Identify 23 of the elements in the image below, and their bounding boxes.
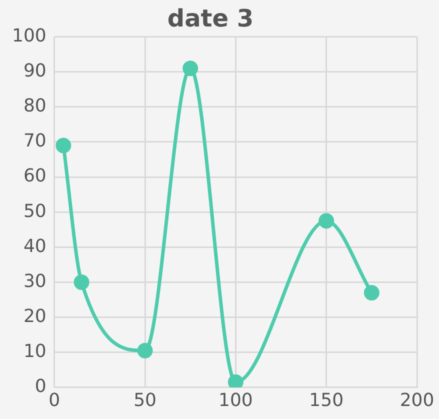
chart-title: date 3 [167,4,254,33]
y-tick-label: 10 [23,341,46,362]
y-tick-label: 20 [23,306,46,327]
y-tick-label: 50 [23,200,46,222]
y-tick-label: 70 [23,130,46,152]
y-tick-label: 90 [23,60,46,82]
x-tick-label: 200 [400,390,434,411]
point [74,274,90,290]
x-tick-label: 150 [309,390,344,411]
point [364,284,380,300]
y-tick-label: 0 [34,376,46,398]
x-tick-label: 0 [48,390,60,411]
y-tick-label: 40 [23,236,46,257]
point [137,342,153,358]
y-tick-label: 30 [23,270,46,292]
y-tick-label: 100 [12,25,46,46]
y-tick-label: 80 [23,96,46,117]
point [56,138,72,154]
x-tick-label: 100 [218,390,253,411]
y-tick-label: 60 [23,166,46,187]
point [182,60,198,76]
point [318,213,334,229]
x-tick-label: 50 [134,390,156,411]
